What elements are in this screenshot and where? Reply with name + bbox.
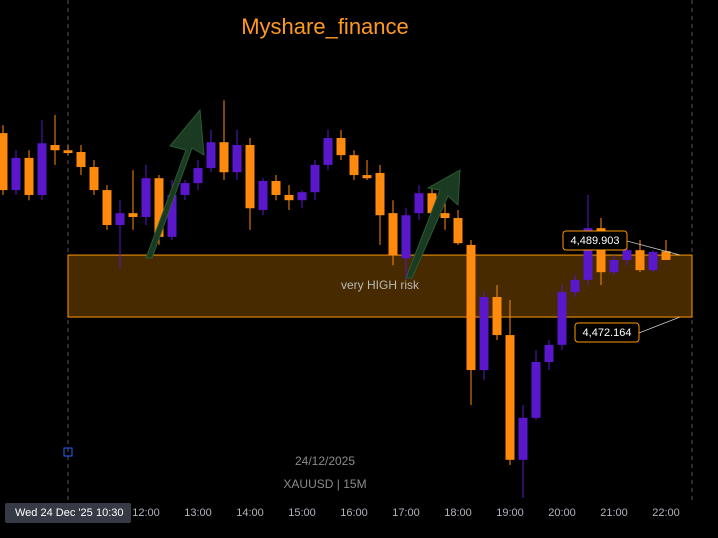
candle-body [232,145,242,173]
candle-body [622,250,632,260]
candle-body [193,168,203,184]
candle-body [635,250,645,271]
candle-body [336,138,346,156]
candle-body [167,194,177,237]
anchor-handle [63,447,73,457]
candle-body [115,213,125,226]
watermark: 24/12/2025 [295,454,355,468]
candle-body [310,164,320,193]
candle-body [414,193,424,214]
candle-body [323,138,333,165]
candle-body [284,194,294,201]
candle-body [0,133,8,191]
candle-body [128,213,138,217]
candle-body [583,228,593,280]
candle-body [154,178,164,237]
zone-label: very HIGH risk [341,278,420,292]
price-label-box [562,230,628,251]
candle-body [206,142,216,169]
candle-body [89,167,99,191]
candle-body [609,259,619,273]
x-tick-label: 20:00 [548,507,576,519]
chart-title: Myshare_finance [241,14,409,39]
candle-body [479,296,489,371]
candle-body [37,143,47,195]
candle-body [11,157,21,191]
candle-body [440,213,450,219]
x-tick-label: 18:00 [444,507,472,519]
candle-body [466,244,476,371]
candle-body [258,180,268,210]
leader-line [638,316,681,334]
candle-body [492,296,502,336]
watermark: XAUUSD | 15M [283,477,366,491]
candle-body [50,145,60,151]
candle-body [245,145,255,209]
candle-body [401,215,411,259]
candle-body [427,193,437,214]
candle-body [570,279,580,293]
candle-body [505,335,515,460]
x-tick-label: 13:00 [184,507,212,519]
x-tick-label: 16:00 [340,507,368,519]
candle-body [453,218,463,244]
price-label: 4,489.903 [571,235,620,247]
candle-body [661,251,671,260]
candle-body [349,155,359,176]
candle-body [180,183,190,195]
price-label: 4,472.164 [583,327,632,339]
crosshair-date: Wed 24 Dec '25 [15,507,93,519]
x-tick-label: 22:00 [652,507,680,519]
x-tick-label: 12:00 [132,507,160,519]
candle-body [648,251,658,271]
candle-body [388,213,398,256]
x-tick-label: 21:00 [600,507,628,519]
candle-body [375,172,385,216]
candle-body [557,292,567,345]
candle-body [24,157,34,195]
price-label-box [574,322,640,343]
candle-body [76,151,86,168]
x-tick-label: 14:00 [236,507,264,519]
candle-body [297,192,307,201]
candle-body [102,190,112,226]
arrow-icon [405,169,461,279]
candle-body [362,175,372,179]
x-tick-label: 19:00 [496,507,524,519]
candle-body [219,142,229,173]
candle-body [531,361,541,418]
candle-body [141,178,151,217]
candle-body [518,417,528,460]
candle-body [63,150,73,154]
arrow-icon [145,108,205,259]
candle-body [271,180,281,195]
candle-body [544,344,554,362]
x-tick-label: 17:00 [392,507,420,519]
leader-line [626,240,681,256]
x-tick-label: 15:00 [288,507,316,519]
crosshair-label [5,503,131,523]
crosshair-time: 10:30 [96,507,124,519]
